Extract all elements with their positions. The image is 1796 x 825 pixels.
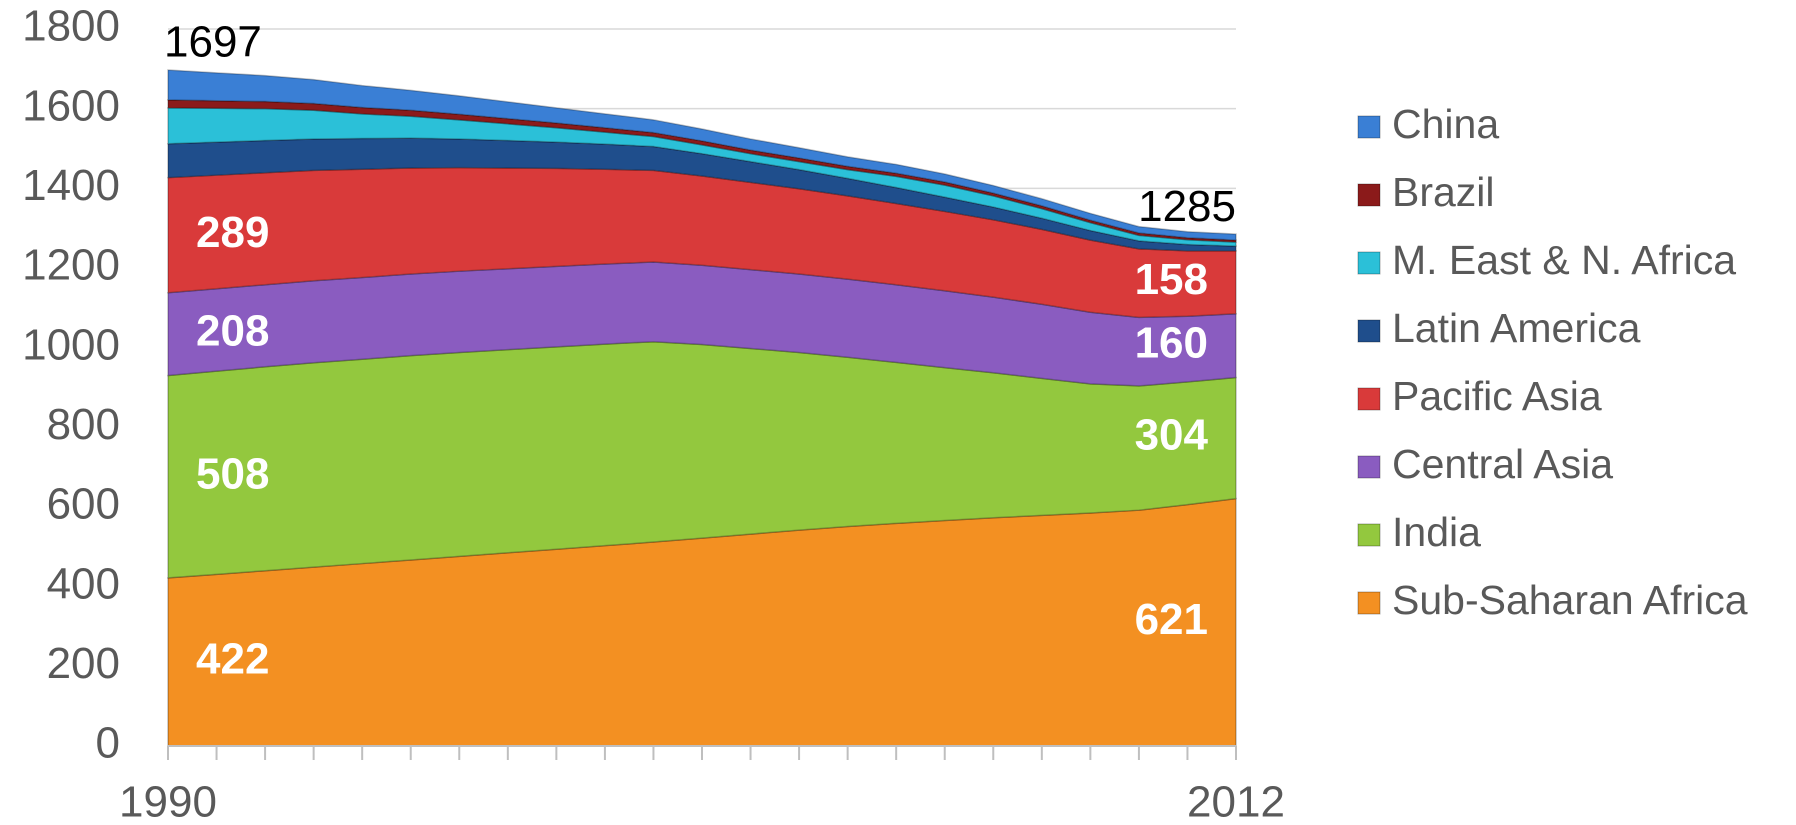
- legend-swatch: [1357, 523, 1381, 547]
- y-tick-label: 400: [47, 559, 120, 608]
- legend-label: Central Asia: [1392, 441, 1613, 487]
- data-label: 158: [1135, 255, 1208, 304]
- y-tick-label: 1800: [22, 2, 120, 51]
- y-tick-label: 200: [47, 639, 120, 688]
- data-label: 508: [196, 449, 269, 498]
- legend-swatch: [1357, 387, 1381, 411]
- total-label: 1697: [164, 18, 262, 67]
- area: [167, 261, 1237, 387]
- legend-label: Latin America: [1392, 305, 1641, 351]
- total-label: 1285: [1138, 182, 1236, 231]
- data-label: 304: [1135, 411, 1209, 460]
- area: [167, 99, 1237, 243]
- y-tick-label: 1200: [22, 241, 120, 290]
- y-tick-label: 800: [47, 400, 120, 449]
- y-tick-label: 0: [96, 719, 120, 768]
- x-tick-label: 2012: [1187, 778, 1285, 825]
- data-label: 160: [1135, 318, 1208, 367]
- data-label: 621: [1135, 595, 1208, 644]
- legend-swatch: [1357, 455, 1381, 479]
- y-tick-label: 1400: [22, 161, 120, 210]
- y-tick-label: 1600: [22, 81, 120, 130]
- legend-swatch: [1357, 319, 1381, 343]
- legend-label: Sub-Saharan Africa: [1392, 577, 1748, 623]
- legend-swatch: [1357, 591, 1381, 615]
- area: [167, 166, 1237, 319]
- y-tick-label: 1000: [22, 320, 120, 369]
- legend-label: China: [1392, 101, 1499, 147]
- legend-label: M. East & N. Africa: [1392, 237, 1736, 283]
- data-label: 208: [196, 307, 269, 356]
- data-label: 422: [196, 635, 269, 684]
- legend-swatch: [1357, 115, 1381, 139]
- x-tick-label: 1990: [119, 778, 217, 825]
- legend-label: Pacific Asia: [1392, 373, 1602, 419]
- data-label: 289: [196, 208, 269, 257]
- legend-label: Brazil: [1392, 169, 1495, 215]
- area: [167, 137, 1237, 252]
- area: [167, 69, 1237, 241]
- area: [167, 107, 1237, 247]
- legend-swatch: [1357, 183, 1381, 207]
- y-tick-label: 600: [47, 480, 120, 529]
- legend-swatch: [1357, 251, 1381, 275]
- legend-label: India: [1392, 509, 1481, 555]
